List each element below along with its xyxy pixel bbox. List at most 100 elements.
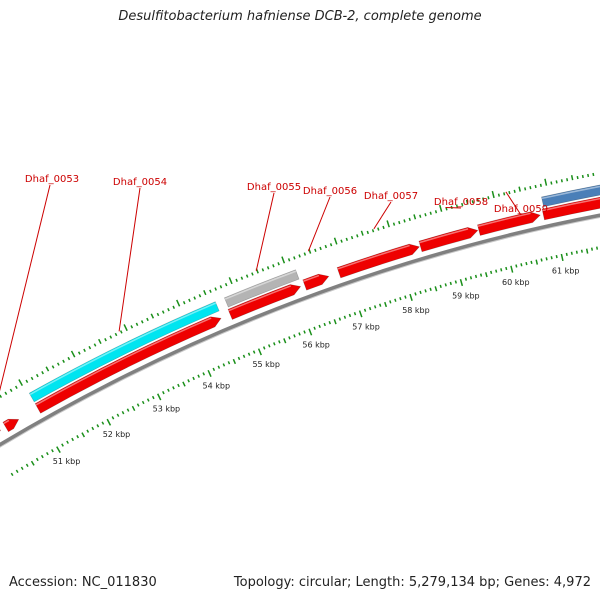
tick-upper [193,296,196,300]
tick-upper [245,274,249,278]
feature-blue[interactable] [541,179,600,208]
gene-label-dhaf_0054[interactable]: Dhaf_0054 [113,177,167,188]
tick-upper [235,278,238,282]
tick-lower [182,381,186,387]
genome-title: Desulfitobacterium hafniense DCB-2, comp… [118,9,482,24]
tick-upper [465,199,469,205]
tick-lower [20,466,24,471]
tick-upper [581,174,584,179]
cds-arrow-dhaf-0056[interactable] [302,273,330,291]
tick-lower [484,272,488,278]
gene-leader-line [505,191,522,216]
tick-lower [293,334,296,338]
tick-lower [126,408,130,412]
tick-upper [9,388,13,392]
tick-lower [303,330,306,334]
tick-upper [219,285,223,289]
tick-lower [545,257,548,261]
gene-label-dhaf_0055[interactable]: Dhaf_0055 [247,182,301,193]
tick-upper [203,289,207,296]
tick-upper [587,173,590,178]
tick-upper [408,217,411,222]
tick-upper [35,373,39,378]
tick-lower [131,405,136,412]
tick-lower [580,249,583,253]
tick-lower [540,258,543,262]
cds-arrow-0052[interactable] [0,429,2,451]
tick-upper [429,211,432,215]
tick-upper [135,322,139,327]
tick-upper [93,343,97,347]
gene-label-dhaf_0057[interactable]: Dhaf_0057 [364,191,418,202]
cds-arrow-dhaf-0057[interactable] [336,243,420,279]
tick-upper [251,272,254,276]
cds-arrow-small[interactable] [2,418,20,433]
gene-label-dhaf_0058[interactable]: Dhaf_0058 [434,197,488,208]
tick-lower [51,449,54,453]
tick-upper [114,332,118,337]
cds-arrow-dhaf-0059[interactable] [477,211,541,236]
scale-label: 59 kbp [452,291,480,300]
tick-lower [474,274,478,279]
scale-label: 56 kbp [302,340,330,349]
tick-upper [319,246,322,251]
gene-leader-line [373,201,392,230]
tick-lower [520,263,523,267]
tick-upper [592,172,595,177]
tick-lower [212,367,216,372]
tick-lower [328,320,331,325]
tick-upper [413,214,417,220]
tick-lower [197,374,200,378]
tick-upper [366,230,369,235]
tick-upper [345,237,349,242]
tick-upper [529,186,532,190]
tick-upper [30,376,34,381]
tick-lower [515,264,518,268]
tick-upper [314,248,317,252]
tick-lower [56,446,61,454]
tick-upper [188,298,191,302]
tick-upper [67,356,71,361]
tick-upper [386,220,390,228]
tick-upper [277,262,280,266]
tick-lower [363,308,367,312]
tick-lower [429,287,432,291]
tick-upper [350,235,354,240]
tick-upper [566,178,569,182]
cds-arrow-dhaf-0055[interactable] [227,284,302,320]
tick-lower [262,346,266,350]
tick-upper [503,192,506,196]
tick-upper [62,359,65,364]
tick-upper [123,324,128,332]
gene-label-dhaf_0053[interactable]: Dhaf_0053 [25,174,79,185]
feature-grey-dhaf-0055[interactable] [224,269,300,308]
tick-upper [77,351,81,355]
tick-lower [414,292,417,296]
tick-lower [434,286,438,292]
feature-cyan-dhaf-0054[interactable] [28,301,220,403]
gene-label-dhaf_0056[interactable]: Dhaf_0056 [303,186,357,197]
tick-upper [555,180,558,184]
tick-upper [240,276,244,280]
tick-lower [177,383,180,388]
tick-upper [576,175,579,180]
cds-arrow-dhaf-0060[interactable] [541,190,600,221]
tick-lower [358,310,363,318]
tick-upper [214,287,217,291]
tick-lower [257,348,262,356]
tick-upper [14,385,18,389]
cds-arrow-dhaf-0054[interactable] [34,316,222,414]
tick-lower [283,338,287,344]
tick-lower [373,305,377,309]
tick-upper [518,186,521,192]
tick-upper [340,239,343,243]
gene-label-dhaf_0059[interactable]: Dhaf_0059 [494,204,548,215]
cds-arrow-dhaf-0058[interactable] [418,227,479,253]
cds-arrow-dhaf-0057-sheen [337,244,410,270]
tick-lower [313,326,316,330]
tick-upper [172,305,176,310]
tick-lower [525,261,528,266]
tick-lower [424,289,427,293]
tick-lower [227,361,231,365]
tick-upper [497,193,501,197]
